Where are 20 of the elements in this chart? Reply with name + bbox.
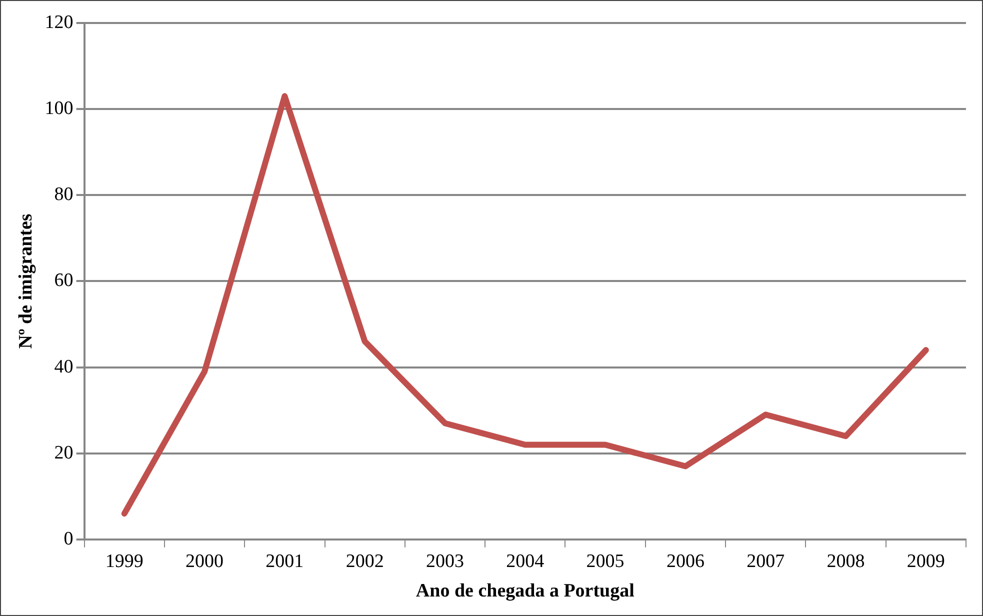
y-tick-label: 100 (44, 98, 74, 120)
y-tick-label: 40 (54, 356, 74, 378)
y-tick-label: 20 (54, 442, 74, 464)
y-tick-label: 0 (64, 528, 74, 550)
x-tick-label: 2005 (586, 550, 624, 572)
x-tick-label: 2009 (906, 550, 945, 572)
y-tick-label: 60 (54, 270, 74, 292)
y-tick-label: 120 (44, 12, 74, 33)
y-axis-title: Nº de imigrantes (15, 214, 36, 349)
x-tick-label: 2000 (186, 550, 224, 572)
y-tick-label: 80 (54, 184, 74, 206)
x-tick-label: 2008 (826, 550, 865, 572)
x-tick-label: 2004 (506, 550, 545, 572)
x-tick-label: 2007 (746, 550, 785, 572)
x-tick-label: 1999 (105, 550, 144, 572)
x-tick-label: 2001 (266, 550, 304, 572)
x-axis-title: Ano de chegada a Portugal (416, 580, 634, 602)
x-tick-label: 2006 (666, 550, 704, 572)
x-tick-label: 2002 (346, 550, 384, 572)
x-tick-label: 2003 (426, 550, 464, 572)
